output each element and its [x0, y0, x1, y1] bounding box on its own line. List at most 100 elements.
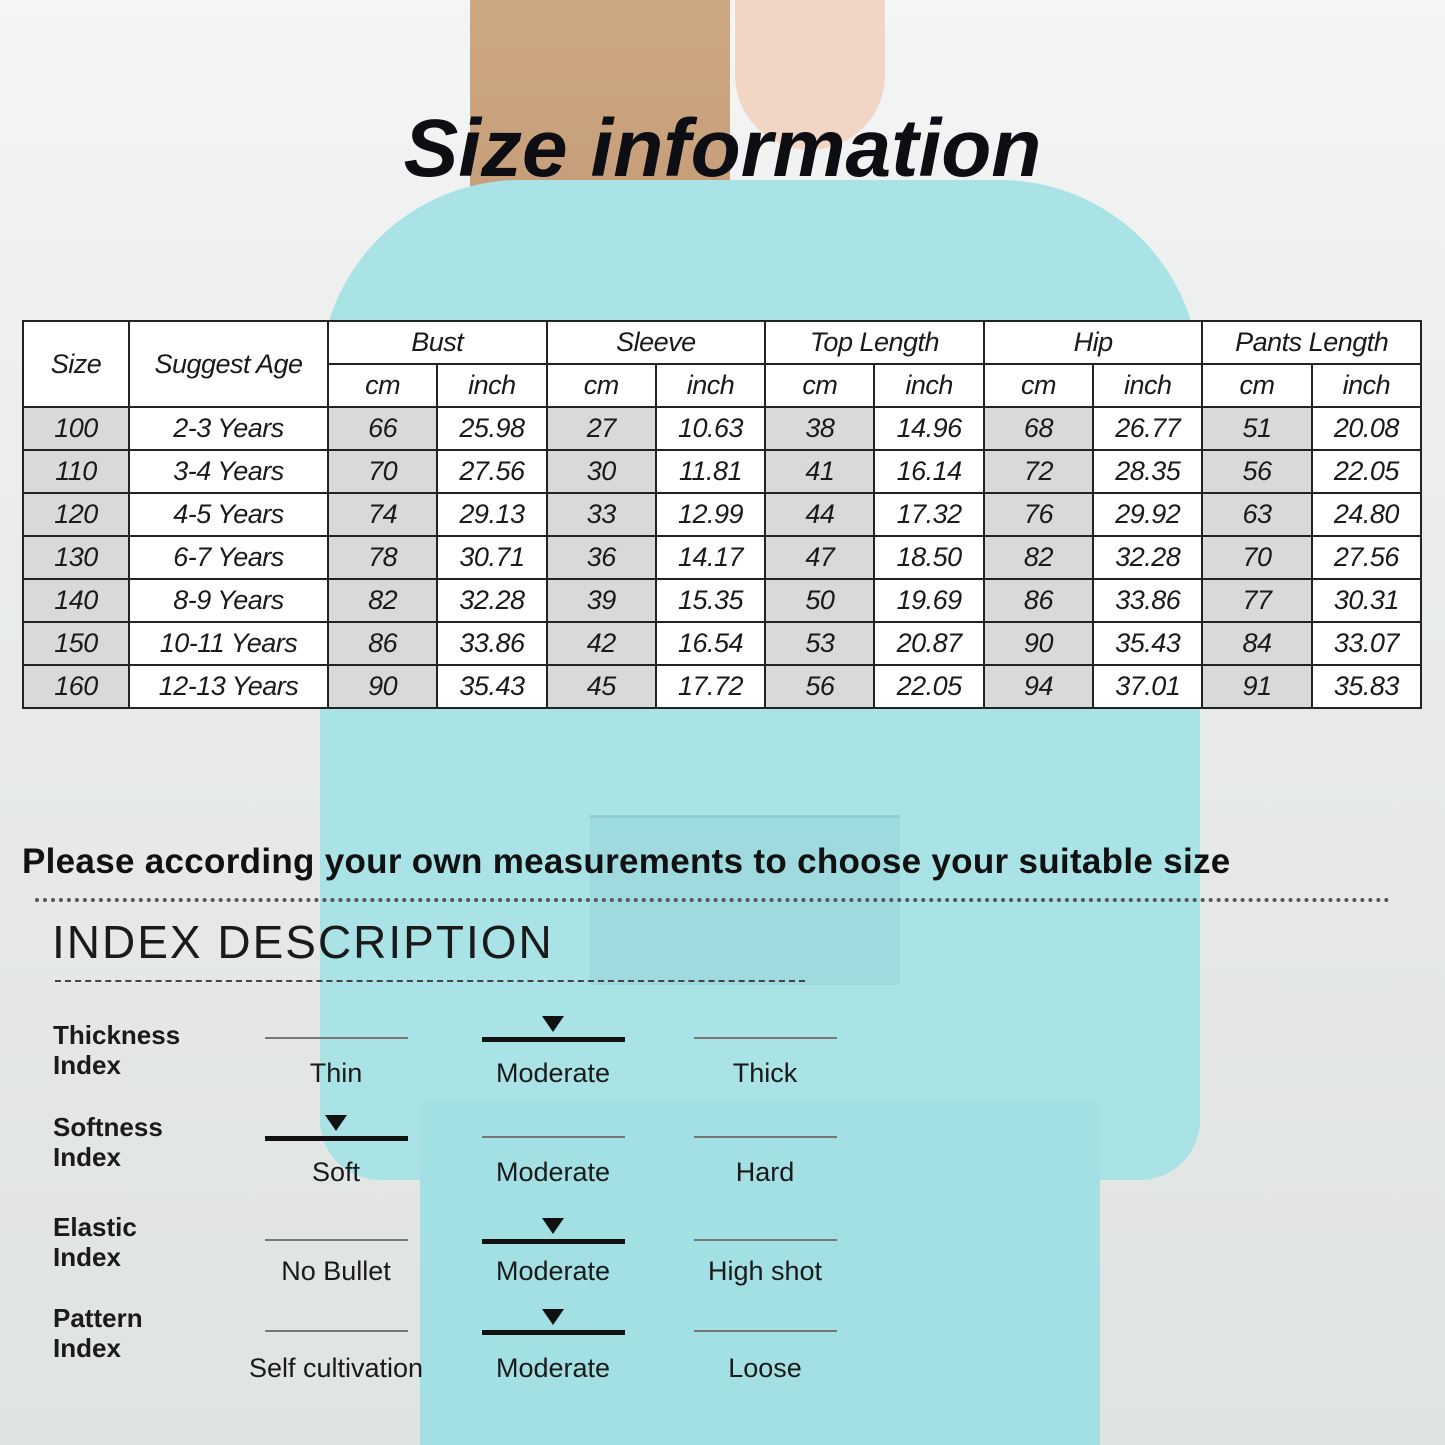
measurement-cell: 27.56	[1310, 535, 1423, 580]
measurement-cell: 78	[326, 535, 439, 580]
measurement-cell: 74	[326, 492, 439, 537]
unit-header: inch	[1092, 363, 1204, 408]
measurement-cell: 53	[764, 621, 876, 666]
measurement-cell: 33.86	[436, 621, 548, 666]
index-label-line1: Pattern	[53, 1303, 143, 1333]
index-label-line2: Index	[53, 1242, 121, 1272]
unit-header: cm	[326, 363, 439, 408]
measurement-cell: 77	[1201, 578, 1313, 623]
measurement-cell: 63	[1201, 492, 1313, 537]
measurement-cell: 56	[1201, 449, 1313, 494]
size-cell: 160	[22, 664, 130, 709]
index-label-line2: Index	[53, 1050, 121, 1080]
page-title: Size information	[403, 103, 1042, 194]
age-cell: 12-13 Years	[128, 664, 329, 709]
measurement-cell: 26.77	[1092, 406, 1204, 451]
selected-marker-icon	[542, 1309, 564, 1325]
index-scale-line-selected	[482, 1330, 625, 1335]
measurement-cell: 86	[326, 621, 439, 666]
unit-header: cm	[764, 363, 876, 408]
measurement-cell: 15.35	[654, 578, 767, 623]
measurement-cell: 35.83	[1310, 664, 1423, 709]
measurement-cell: 16.14	[873, 449, 985, 494]
age-cell: 6-7 Years	[128, 535, 329, 580]
measurement-cell: 36	[545, 535, 657, 580]
index-scale-line-selected	[482, 1037, 625, 1042]
index-option: High shot	[707, 1256, 823, 1286]
measurement-cell: 76	[982, 492, 1095, 537]
measurement-cell: 84	[1201, 621, 1313, 666]
measurement-cell: 25.98	[436, 406, 548, 451]
age-cell: 4-5 Years	[128, 492, 329, 537]
age-cell: 8-9 Years	[128, 578, 329, 623]
index-scale-line	[694, 1330, 837, 1332]
measurement-cell: 47	[764, 535, 876, 580]
measurement-cell: 29.92	[1092, 492, 1204, 537]
size-cell: 100	[22, 406, 130, 451]
index-option: Hard	[735, 1157, 795, 1187]
header-bust: Bust	[327, 320, 548, 365]
age-cell: 3-4 Years	[128, 449, 329, 494]
measurement-cell: 14.96	[873, 406, 985, 451]
measurement-cell: 33	[545, 492, 657, 537]
measurement-cell: 41	[764, 449, 876, 494]
measurement-cell: 35.43	[436, 664, 548, 709]
table-row: 140 8-9 Years 82 32.28 39 15.35 50 19.69 86 33.86…	[22, 578, 1423, 623]
measurement-cell: 22.05	[873, 664, 985, 709]
measurement-cell: 90	[326, 664, 439, 709]
header-hip: Hip	[982, 320, 1204, 365]
measurement-cell: 51	[1201, 406, 1313, 451]
measurement-cell: 32.28	[1092, 535, 1204, 580]
size-cell: 120	[22, 492, 130, 537]
measurement-cell: 22.05	[1310, 449, 1423, 494]
header-top-length: Top Length	[764, 320, 985, 365]
divider	[55, 980, 805, 982]
measurement-cell: 14.17	[654, 535, 767, 580]
unit-header: cm	[545, 363, 657, 408]
index-scale-line	[694, 1239, 837, 1241]
measurement-cell: 90	[982, 621, 1095, 666]
size-cell: 130	[22, 535, 130, 580]
size-cell: 110	[22, 449, 130, 494]
table-row: 150 10-11 Years 86 33.86 42 16.54 53 20.87 90 35.…	[22, 621, 1423, 666]
index-label-line1: Elastic	[53, 1212, 137, 1242]
measurement-cell: 82	[326, 578, 439, 623]
index-label: Softness Index	[53, 1112, 163, 1172]
measurement-cell: 12.99	[654, 492, 767, 537]
measurement-cell: 11.81	[654, 449, 767, 494]
size-cell: 140	[22, 578, 130, 623]
measurement-cell: 28.35	[1092, 449, 1204, 494]
header-pants-length: Pants Length	[1201, 320, 1423, 365]
measurement-cell: 86	[982, 578, 1095, 623]
index-label-line1: Thickness	[53, 1020, 181, 1050]
table-row: 120 4-5 Years 74 29.13 33 12.99 44 17.32 76 29.92…	[22, 492, 1423, 537]
unit-header: cm	[1201, 363, 1313, 408]
measurement-cell: 17.32	[873, 492, 985, 537]
measurement-cell: 27	[545, 406, 657, 451]
index-option: Thin	[309, 1058, 363, 1088]
measurement-cell: 17.72	[654, 664, 767, 709]
measurement-cell: 33.86	[1092, 578, 1204, 623]
header-sleeve: Sleeve	[545, 320, 767, 365]
measurement-cell: 10.63	[654, 406, 767, 451]
measurement-cell: 20.87	[873, 621, 985, 666]
model-face	[735, 0, 885, 150]
measurement-cell: 24.80	[1310, 492, 1423, 537]
table-row: 160 12-13 Years 90 35.43 45 17.72 56 22.05 94 37.…	[22, 664, 1423, 709]
measurement-cell: 16.54	[654, 621, 767, 666]
measurement-cell: 37.01	[1092, 664, 1204, 709]
index-label-line2: Index	[53, 1142, 121, 1172]
header-size: Size	[22, 320, 130, 408]
index-option: Moderate	[495, 1256, 611, 1286]
index-label: Pattern Index	[53, 1303, 143, 1363]
index-label-line2: Index	[53, 1333, 121, 1363]
measurement-cell: 66	[326, 406, 439, 451]
measurement-cell: 33.07	[1310, 621, 1423, 666]
measurement-cell: 30.31	[1310, 578, 1423, 623]
index-option: Moderate	[495, 1353, 611, 1383]
measurement-cell: 42	[545, 621, 657, 666]
unit-header: inch	[1310, 363, 1423, 408]
measurement-cell: 38	[764, 406, 876, 451]
measurement-cell: 20.08	[1310, 406, 1423, 451]
index-scale-line	[265, 1037, 408, 1039]
